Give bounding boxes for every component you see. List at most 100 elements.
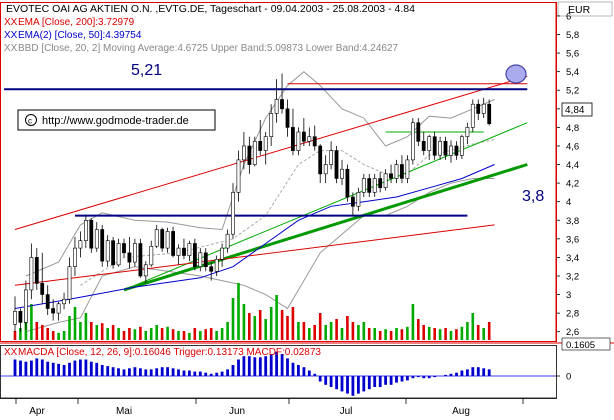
macd-tick-label: 0 [566, 372, 571, 383]
volume-bar [264, 319, 267, 340]
month-label: Aug [452, 406, 470, 417]
candle-body [290, 127, 295, 151]
volume-bar [100, 323, 104, 340]
macd-bar [122, 369, 126, 376]
volume-bar [378, 331, 382, 340]
volume-bar [291, 307, 295, 340]
macd-bar [231, 365, 235, 376]
price-tick-label: 5,4 [566, 67, 579, 78]
volume-bar [482, 328, 485, 340]
chart-frames [0, 1, 614, 399]
volume-bar [286, 316, 289, 340]
volume-bar [466, 322, 469, 340]
macd-bar [340, 376, 344, 392]
macd-bar [242, 356, 246, 376]
macd-bar [30, 360, 33, 376]
candle-body [323, 164, 328, 175]
volume-bar [269, 307, 273, 340]
price-tick-label: 5,6 [566, 49, 579, 60]
macd-bar [329, 376, 333, 387]
candle-body [122, 243, 126, 254]
chart-title: EVOTEC OAI AG AKTIEN O.N. ,EVTG.DE, Tage… [6, 3, 415, 15]
volume-bar [182, 331, 186, 340]
legend-ema50-prefix: XX [4, 30, 18, 41]
candle-body [432, 136, 437, 156]
volume-bar [149, 328, 153, 340]
price-tick-label: 4,6 [566, 141, 579, 152]
macd-bar [160, 367, 164, 376]
volume-bar [318, 313, 322, 340]
candle-body [367, 178, 372, 193]
macd-bar [384, 376, 387, 385]
volume-bar [324, 325, 327, 340]
macd-bar [444, 374, 447, 376]
macd-bar [378, 376, 382, 387]
currency-label: EUR [568, 4, 591, 16]
volume-bar [340, 328, 344, 340]
volume-bar [367, 328, 371, 340]
candle-body [94, 229, 99, 249]
macd-bar [449, 373, 453, 376]
candle-body [133, 243, 137, 263]
macd-bar [324, 376, 328, 385]
candle-body [383, 173, 388, 189]
volume-bar [329, 322, 333, 340]
macd-bar [19, 360, 22, 376]
macd-bar [155, 368, 159, 376]
time-axis: Apr Mai Jun Jul Aug [0, 397, 556, 417]
macd-bar [416, 376, 420, 378]
volume-bar [133, 329, 137, 340]
volume-bar [308, 328, 311, 340]
macd-bar [13, 359, 17, 376]
volume-bar [46, 328, 49, 340]
volume-bar [422, 325, 425, 340]
macd-bar [466, 369, 469, 376]
volume-bar [297, 322, 300, 340]
candle-body [176, 247, 181, 256]
volume-bar [122, 331, 126, 340]
candle-body [394, 164, 399, 179]
macd-bar [275, 351, 278, 376]
month-label: Jul [340, 406, 353, 417]
volume-bar [313, 325, 316, 340]
price-tick-label: 3,6 [566, 234, 579, 245]
volume-bar [79, 322, 82, 340]
highlight-circle [505, 64, 527, 84]
macd-bar [422, 376, 426, 379]
volume-bar [95, 325, 99, 340]
macd-title: MACDA [Close, 12, 26, 9]:0.16046 Trigger… [18, 347, 321, 358]
volume-bar [362, 322, 366, 340]
macd-bar [318, 376, 322, 382]
volume-bar [460, 326, 464, 340]
candle-body [242, 145, 246, 161]
macd-bar [307, 370, 311, 376]
macd-bar [367, 376, 371, 390]
volume-bar [248, 313, 251, 340]
candle-body [312, 136, 317, 147]
macd-bar [182, 370, 186, 376]
volume-bar [395, 328, 398, 340]
price-tick-label: 2,8 [566, 309, 579, 320]
macd-bar [395, 376, 398, 383]
price-tick-label: 5,2 [566, 86, 579, 97]
candle-body [476, 103, 481, 114]
macd-bar [476, 367, 480, 376]
macd-bar [455, 372, 458, 376]
macd-bar [313, 373, 317, 376]
legend-ema200: EMA [Close, 200]:3.72979 [18, 17, 135, 28]
macd-bar [247, 356, 251, 376]
volume-bar [215, 331, 218, 340]
price-tick-label: 4,2 [566, 179, 579, 190]
volume-bar [242, 304, 246, 340]
price-tick-label: 6 [566, 11, 571, 22]
candle-body [45, 294, 50, 309]
last-price-label: 4,84 [565, 105, 585, 116]
volume-bar [220, 328, 224, 340]
macd-bar [411, 376, 415, 379]
price-tick-label: 3 [566, 290, 571, 301]
candle-body [127, 252, 132, 263]
month-label: Apr [29, 406, 45, 417]
trend-line [123, 163, 528, 292]
macd-bar [193, 371, 197, 376]
candle-body [340, 168, 344, 179]
